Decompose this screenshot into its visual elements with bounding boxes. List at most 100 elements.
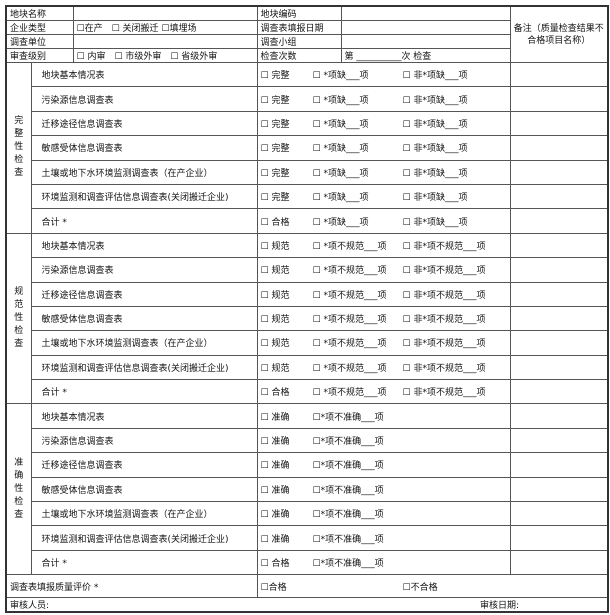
- note-cell[interactable]: [509, 403, 609, 429]
- status-checkbox[interactable]: ☐*项不准确___项: [312, 412, 384, 423]
- status-checkbox[interactable]: ☐ *项不规范___项: [312, 388, 387, 399]
- status-checkbox[interactable]: ☐ 合格: [260, 559, 290, 569]
- site-code-field[interactable]: [340, 5, 511, 21]
- pass-checkbox[interactable]: ☐合格: [260, 582, 287, 593]
- status-checkbox[interactable]: ☐ 规范: [260, 266, 290, 277]
- fail-checkbox[interactable]: ☐不合格: [402, 582, 438, 593]
- status-options: ☐ 合格 ☐ *项缺___项 ☐ 非*项缺___项: [256, 208, 511, 234]
- survey-unit-field[interactable]: [72, 34, 258, 49]
- status-checkbox[interactable]: ☐ 非*项缺___项: [402, 71, 468, 82]
- status-checkbox[interactable]: ☐ *项缺___项: [312, 144, 369, 155]
- item-name: 敏感受体信息调查表: [30, 476, 258, 503]
- note-cell[interactable]: [509, 305, 609, 332]
- status-checkbox[interactable]: ☐ 非*项不规范___项: [402, 315, 486, 326]
- status-checkbox[interactable]: ☐ *项不规范___项: [312, 241, 387, 252]
- status-checkbox[interactable]: ☐ *项不规范___项: [312, 363, 387, 374]
- status-checkbox[interactable]: ☐ *项不规范___项: [312, 266, 387, 277]
- note-cell[interactable]: [509, 61, 609, 88]
- check-count-field[interactable]: 第 __________次 检查: [340, 48, 511, 63]
- status-checkbox[interactable]: ☐ 非*项缺___项: [402, 217, 468, 228]
- status-checkbox[interactable]: ☐*项不准确___项: [312, 534, 384, 545]
- note-cell[interactable]: [509, 183, 609, 210]
- status-checkbox[interactable]: ☐ 完整: [260, 168, 290, 179]
- status-checkbox[interactable]: ☐ 非*项缺___项: [402, 95, 468, 106]
- status-checkbox[interactable]: ☐ 非*项缺___项: [402, 119, 468, 130]
- status-checkbox[interactable]: ☐ 准确: [260, 510, 290, 521]
- note-cell[interactable]: [509, 354, 609, 381]
- note-cell[interactable]: [509, 257, 609, 283]
- note-cell[interactable]: [509, 208, 609, 234]
- note-cell[interactable]: [509, 427, 609, 454]
- note-cell[interactable]: [509, 501, 609, 527]
- status-checkbox[interactable]: ☐ *项缺___项: [312, 193, 369, 204]
- status-checkbox[interactable]: ☐ 非*项不规范___项: [402, 339, 486, 350]
- fill-date-field[interactable]: [340, 20, 511, 35]
- status-checkbox[interactable]: ☐ 完整: [260, 71, 290, 82]
- status-checkbox[interactable]: ☐ *项不规范___项: [312, 315, 387, 326]
- status-checkbox[interactable]: ☐ *项不规范___项: [312, 290, 387, 301]
- status-checkbox[interactable]: ☐ 非*项不规范___项: [402, 388, 486, 399]
- note-cell[interactable]: [509, 525, 609, 551]
- item-name: 迁移途径信息调查表: [30, 281, 258, 307]
- status-checkbox[interactable]: ☐ 准确: [260, 461, 290, 472]
- note-cell[interactable]: [509, 135, 609, 161]
- note-cell[interactable]: [509, 476, 609, 503]
- status-options: ☐ 规范 ☐ *项不规范___项 ☐ 非*项不规范___项: [256, 354, 511, 381]
- status-checkbox[interactable]: ☐ 合格: [260, 388, 290, 399]
- status-checkbox[interactable]: ☐ *项缺___项: [312, 71, 369, 82]
- note-cell[interactable]: [509, 549, 609, 576]
- note-cell[interactable]: [509, 330, 609, 356]
- note-cell[interactable]: [509, 379, 609, 405]
- status-checkbox[interactable]: ☐ 非*项不规范___项: [402, 266, 486, 277]
- status-checkbox[interactable]: ☐ 完整: [260, 193, 290, 204]
- status-checkbox[interactable]: ☐ 规范: [260, 290, 290, 301]
- status-options: ☐ 完整 ☐ *项缺___项 ☐ 非*项缺___项: [256, 135, 511, 161]
- enterprise-type-options[interactable]: ☐在产 ☐ 关闭搬迁 ☐填埋场: [72, 20, 258, 35]
- status-checkbox[interactable]: ☐ 完整: [260, 144, 290, 155]
- status-checkbox[interactable]: ☐ 非*项不规范___项: [402, 363, 486, 374]
- status-checkbox[interactable]: ☐ *项缺___项: [312, 119, 369, 130]
- note-cell[interactable]: [509, 281, 609, 307]
- item-name: 合计 *: [30, 208, 258, 234]
- status-checkbox[interactable]: ☐ 准确: [260, 485, 290, 496]
- status-checkbox[interactable]: ☐ 非*项缺___项: [402, 168, 468, 179]
- table-row: 敏感受体信息调查表 ☐ 规范 ☐ *项不规范___项 ☐ 非*项不规范___项: [6, 305, 609, 332]
- status-checkbox[interactable]: ☐ 完整: [260, 119, 290, 130]
- status-checkbox[interactable]: ☐ 规范: [260, 339, 290, 350]
- status-checkbox[interactable]: ☐ 合格: [260, 217, 290, 228]
- item-name: 敏感受体信息调查表: [30, 305, 258, 332]
- survey-team-field[interactable]: [340, 34, 511, 49]
- status-checkbox[interactable]: ☐ 规范: [260, 241, 290, 252]
- status-checkbox[interactable]: ☐ 准确: [260, 437, 290, 448]
- note-cell[interactable]: [509, 452, 609, 478]
- survey-unit-label: 调查单位: [5, 34, 74, 49]
- status-checkbox[interactable]: ☐ 规范: [260, 363, 290, 374]
- note-cell[interactable]: [509, 86, 609, 112]
- status-checkbox[interactable]: ☐ 完整: [260, 95, 290, 106]
- status-checkbox[interactable]: ☐ 准确: [260, 534, 290, 545]
- status-checkbox[interactable]: ☐ *项缺___项: [312, 217, 369, 228]
- status-checkbox[interactable]: ☐*项不准确___项: [312, 485, 384, 496]
- status-options: ☐ 规范 ☐ *项不规范___项 ☐ 非*项不规范___项: [256, 257, 511, 283]
- status-checkbox[interactable]: ☐ 非*项缺___项: [402, 193, 468, 204]
- status-checkbox[interactable]: ☐ *项不规范___项: [312, 339, 387, 350]
- item-name: 环境监测和调查评估信息调查表(关闭搬迁企业): [30, 525, 258, 551]
- status-checkbox[interactable]: ☐ 非*项不规范___项: [402, 241, 486, 252]
- status-checkbox[interactable]: ☐*项不准确___项: [312, 437, 384, 448]
- note-cell[interactable]: [509, 232, 609, 259]
- status-checkbox[interactable]: ☐ 非*项缺___项: [402, 144, 468, 155]
- review-level-options[interactable]: ☐ 内审 ☐ 市级外审 ☐ 省级外审: [72, 48, 258, 63]
- status-checkbox[interactable]: ☐ *项缺___项: [312, 168, 369, 179]
- status-checkbox[interactable]: ☐ 非*项不规范___项: [402, 290, 486, 301]
- table-row: 土壤或地下水环境监测调查表（在产企业） ☐ 准确 ☐*项不准确___项: [6, 501, 609, 527]
- status-checkbox[interactable]: ☐*项不准确___项: [312, 559, 384, 569]
- site-name-field[interactable]: [72, 5, 258, 21]
- status-checkbox[interactable]: ☐ 规范: [260, 315, 290, 326]
- status-checkbox[interactable]: ☐ *项缺___项: [312, 95, 369, 106]
- status-checkbox[interactable]: ☐*项不准确___项: [312, 461, 384, 472]
- status-checkbox[interactable]: ☐ 准确: [260, 412, 290, 423]
- status-checkbox[interactable]: ☐*项不准确___项: [312, 510, 384, 521]
- note-cell[interactable]: [509, 110, 609, 137]
- note-cell[interactable]: [509, 159, 609, 185]
- item-name: 敏感受体信息调查表: [30, 135, 258, 161]
